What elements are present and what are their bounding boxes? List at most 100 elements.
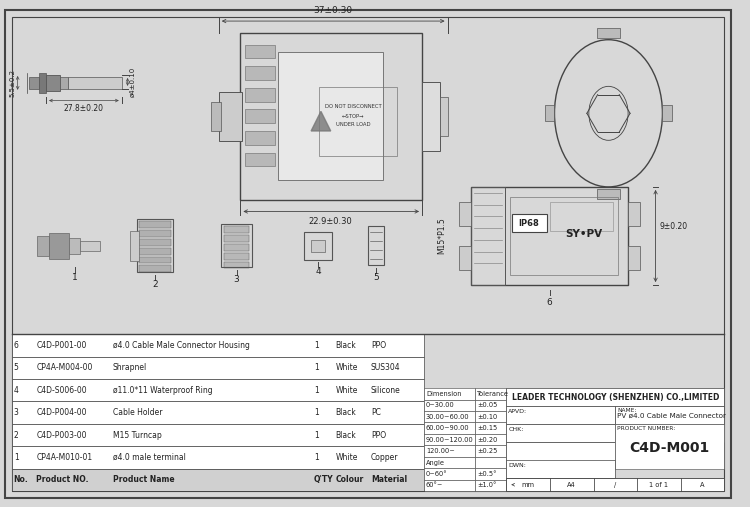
Bar	[475, 388, 506, 400]
Text: CHK:: CHK:	[509, 427, 524, 432]
Text: PV ø4.0 Cable Male Connector: PV ø4.0 Cable Male Connector	[617, 413, 726, 419]
Bar	[475, 422, 506, 434]
Bar	[475, 480, 506, 491]
Text: C4D-S006-00: C4D-S006-00	[36, 386, 87, 395]
Bar	[506, 478, 550, 491]
Text: C4D-M001: C4D-M001	[630, 441, 710, 455]
Text: ±0.10: ±0.10	[477, 414, 497, 420]
Bar	[224, 226, 249, 233]
Text: White: White	[336, 364, 358, 372]
Bar	[130, 231, 140, 261]
Text: A4: A4	[568, 482, 576, 488]
Bar	[241, 33, 422, 200]
Bar	[681, 478, 724, 491]
Bar	[628, 202, 640, 226]
Text: 120.00~: 120.00~	[426, 448, 454, 454]
Text: Product Name: Product Name	[112, 476, 175, 485]
Text: ±0.15: ±0.15	[477, 425, 497, 431]
Text: Black: Black	[336, 341, 356, 350]
Bar	[597, 189, 620, 199]
Text: ø4.0 male terminal: ø4.0 male terminal	[112, 453, 186, 462]
Text: 3: 3	[13, 408, 19, 417]
Bar	[475, 445, 506, 457]
Text: ±0.5°: ±0.5°	[477, 471, 496, 477]
Bar	[140, 230, 171, 237]
Text: DWN:: DWN:	[509, 463, 526, 468]
Text: 30.00~60.00: 30.00~60.00	[426, 414, 470, 420]
Text: White: White	[336, 386, 358, 395]
Bar	[137, 220, 172, 272]
Bar	[424, 400, 475, 411]
Text: DO NOT DISCONNECT: DO NOT DISCONNECT	[325, 104, 382, 109]
Bar	[311, 240, 325, 251]
Text: Tolerance: Tolerance	[477, 391, 509, 397]
Text: 1: 1	[314, 430, 319, 440]
Text: 2: 2	[152, 279, 157, 288]
Bar	[68, 77, 122, 89]
Text: A: A	[700, 482, 705, 488]
Text: 5: 5	[373, 273, 379, 282]
Bar	[424, 480, 475, 491]
Text: 1: 1	[314, 453, 319, 462]
Bar	[424, 388, 475, 400]
Bar	[424, 422, 475, 434]
Text: Product NO.: Product NO.	[36, 476, 88, 485]
Bar	[506, 478, 724, 491]
Text: 4: 4	[13, 386, 19, 395]
Bar	[278, 52, 382, 180]
Bar	[615, 424, 724, 469]
Circle shape	[92, 244, 96, 248]
Text: Dimension: Dimension	[426, 391, 461, 397]
Bar	[140, 266, 171, 272]
Bar	[597, 28, 620, 38]
Bar	[628, 246, 640, 270]
Bar	[219, 92, 242, 141]
Text: Cable Holder: Cable Holder	[112, 408, 162, 417]
Bar	[245, 66, 274, 80]
Bar	[140, 239, 171, 246]
Bar	[471, 187, 628, 285]
Bar	[224, 252, 249, 260]
Text: 5.5±0.2: 5.5±0.2	[10, 69, 16, 97]
Text: 1 of 1: 1 of 1	[650, 482, 668, 488]
Text: 0~60°: 0~60°	[426, 471, 448, 477]
Bar	[424, 434, 475, 445]
Bar	[475, 400, 506, 411]
Bar	[368, 226, 384, 266]
Polygon shape	[311, 112, 331, 131]
Text: 60.00~90.00: 60.00~90.00	[426, 425, 470, 431]
Text: C4D-P004-00: C4D-P004-00	[36, 408, 87, 417]
Bar	[424, 411, 475, 422]
Text: SY•PV: SY•PV	[566, 229, 602, 239]
Bar	[424, 468, 475, 480]
Bar	[69, 238, 80, 254]
Bar	[506, 388, 724, 406]
Text: 60°~: 60°~	[426, 483, 443, 488]
Bar	[459, 202, 471, 226]
Bar	[60, 77, 68, 89]
Bar	[319, 87, 398, 156]
Text: Angle: Angle	[426, 459, 445, 465]
Text: ø4.0 Cable Male Connector Housing: ø4.0 Cable Male Connector Housing	[112, 341, 250, 350]
Bar	[544, 105, 554, 121]
Bar	[475, 468, 506, 480]
Text: NAME:: NAME:	[617, 408, 637, 413]
Bar	[615, 406, 724, 424]
Bar	[49, 233, 69, 259]
Text: White: White	[336, 453, 358, 462]
Text: ø11.0*11 Waterproof Ring: ø11.0*11 Waterproof Ring	[112, 386, 212, 395]
Bar	[615, 424, 724, 442]
Text: Silicone: Silicone	[371, 386, 400, 395]
Text: 1: 1	[314, 341, 319, 350]
Bar	[422, 82, 439, 151]
Text: 5: 5	[13, 364, 19, 372]
Text: 90.00~120.00: 90.00~120.00	[426, 437, 474, 443]
Bar	[512, 214, 547, 232]
Text: No.: No.	[13, 476, 28, 485]
Text: CP4A-M010-01: CP4A-M010-01	[36, 453, 92, 462]
Bar	[637, 478, 681, 491]
Text: PPO: PPO	[371, 430, 386, 440]
Text: PRODUCT NUMBER:: PRODUCT NUMBER:	[617, 426, 676, 431]
Bar	[506, 442, 615, 469]
Bar	[424, 445, 475, 457]
